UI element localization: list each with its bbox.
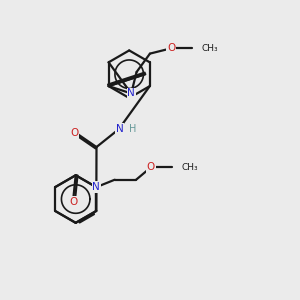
Text: CH₃: CH₃	[182, 163, 199, 172]
Text: O: O	[69, 197, 77, 207]
Text: O: O	[147, 162, 155, 172]
Text: H: H	[129, 124, 136, 134]
Text: O: O	[167, 43, 176, 53]
Text: N: N	[92, 182, 100, 192]
Text: CH₃: CH₃	[202, 44, 218, 53]
Text: N: N	[127, 88, 135, 98]
Text: N: N	[116, 124, 124, 134]
Text: O: O	[70, 128, 78, 138]
